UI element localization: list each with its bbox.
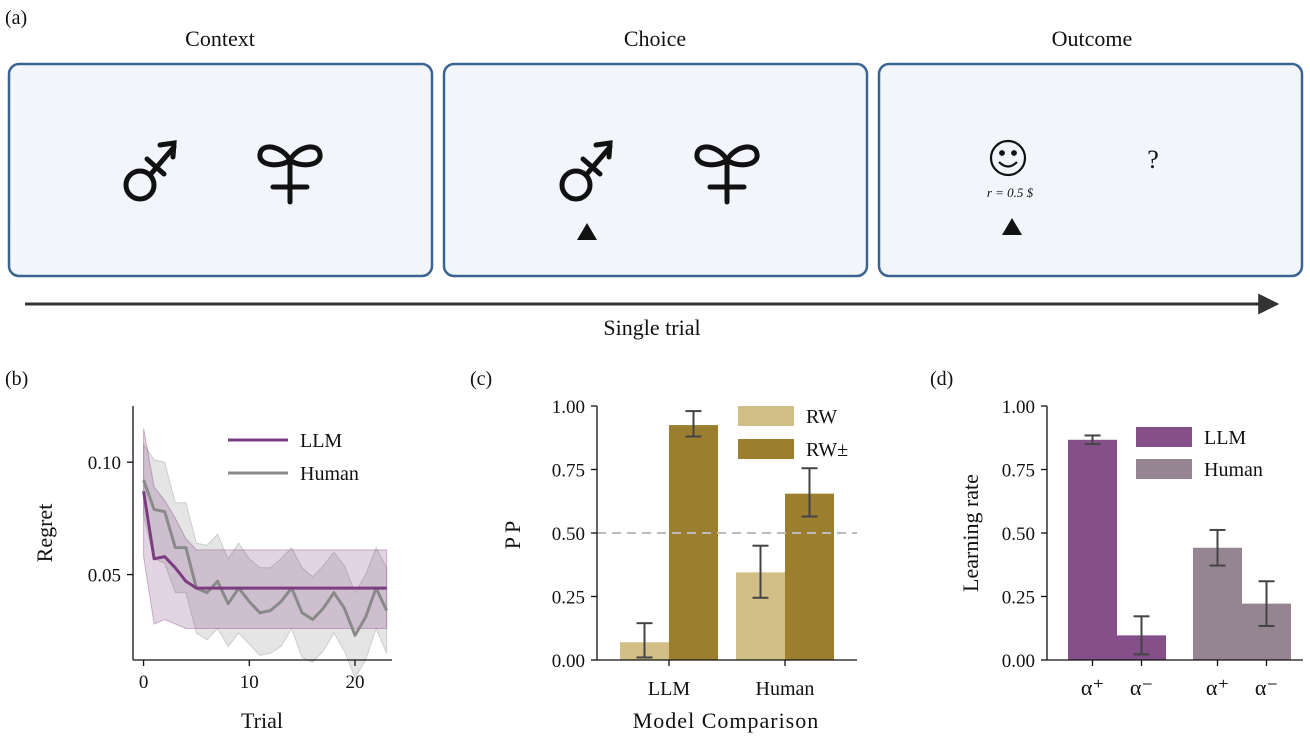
x-axis-title: Model Comparison [633, 708, 820, 733]
x-ticks: LLM Human [648, 660, 815, 700]
single-trial-label: Single trial [603, 315, 700, 340]
x-tick-label: α⁻ [1255, 675, 1278, 700]
legend: RW RW± [738, 406, 848, 461]
legend-label-llm: LLM [300, 430, 342, 452]
legend-label-rw: RW [806, 406, 837, 428]
triangle-marker-icon [1002, 218, 1022, 235]
x-tick-label: α⁺ [1081, 675, 1104, 700]
y-tick-label: 0.25 [552, 588, 585, 609]
x-tick-label: Human [756, 678, 815, 700]
y-ticks: 0.05 0.10 [88, 453, 133, 587]
legend-swatch-human [1136, 459, 1192, 479]
legend-swatch-rw-pm [738, 439, 794, 459]
outcome-box [877, 62, 1304, 278]
legend: LLM Human [1136, 427, 1263, 481]
y-tick-label: 0.00 [1002, 651, 1035, 672]
y-tick-label: 0.25 [1002, 588, 1035, 609]
panel-b-label: (b) [5, 368, 28, 390]
y-ticks: 0.00 0.25 0.50 0.75 1.00 [1002, 397, 1047, 672]
y-tick-label: 0.75 [552, 461, 585, 482]
y-tick-label: 0.00 [552, 651, 585, 672]
stage-title-outcome: Outcome [1052, 26, 1133, 51]
context-box [7, 62, 434, 278]
x-ticks: α⁺ α⁻ α⁺ α⁻ [1081, 660, 1278, 700]
legend-label-llm: LLM [1204, 427, 1246, 449]
y-tick-label: 0.05 [88, 566, 121, 587]
legend-label-rw-pm: RW± [806, 439, 848, 461]
band-human [143, 442, 388, 680]
stage-title-context: Context [185, 26, 255, 51]
panel-c: (c) 0.00 0.25 0.50 0.75 1.00 LLM Human Model … [470, 368, 857, 733]
panel-b: (b) 0 10 20 0.05 0.10 Trial Regret LLM Huma… [5, 368, 392, 733]
y-axis-title: Regret [32, 504, 57, 563]
confidence-bands [143, 428, 388, 680]
x-tick-label: α⁻ [1130, 675, 1153, 700]
mars-like-symbol-icon [559, 140, 613, 202]
y-tick-label: 0.75 [1002, 461, 1035, 482]
smiley-icon [989, 139, 1027, 177]
line-llm [142, 491, 387, 590]
panel-c-label: (c) [470, 368, 492, 390]
mars-like-symbol-icon [123, 140, 177, 202]
bar-human-rw-pm [785, 493, 834, 660]
y-ticks: 0.00 0.25 0.50 0.75 1.00 [552, 397, 597, 672]
x-tick-label: 20 [346, 672, 365, 693]
panel-d: (d) 0.00 0.25 0.50 0.75 1.00 α⁺ α⁻ α⁺ α⁻ Learni… [930, 368, 1303, 700]
y-tick-label: 1.00 [1002, 397, 1035, 418]
x-tick-label: α⁺ [1206, 675, 1229, 700]
bar-llm-rw-pm [669, 425, 718, 660]
x-ticks: 0 10 20 [139, 660, 365, 693]
legend-label-human: Human [300, 463, 359, 485]
error-bars [636, 410, 818, 659]
panel-a-label: (a) [5, 7, 27, 29]
infinity-cross-symbol-icon [694, 144, 760, 205]
error-bars [1084, 434, 1275, 656]
stage-title-choice: Choice [624, 26, 686, 51]
legend: LLM Human [228, 430, 359, 485]
panel-a: (a) Context Choice Outcome [5, 7, 1304, 340]
y-axis-title: PP [500, 517, 525, 549]
bars [1068, 439, 1291, 660]
unknown-outcome: ? [1147, 145, 1159, 174]
y-axis-title: Learning rate [958, 474, 983, 592]
y-tick-label: 1.00 [552, 397, 585, 418]
y-tick-label: 0.50 [1002, 524, 1035, 545]
line-human [142, 479, 389, 637]
legend-swatch-llm [1136, 427, 1192, 447]
x-tick-label: 0 [139, 672, 149, 693]
bar-llm-alpha-plus [1068, 439, 1117, 660]
choice-box [442, 62, 869, 278]
y-tick-label: 0.50 [552, 524, 585, 545]
x-tick-label: 10 [240, 672, 259, 693]
reward-text: r = 0.5 $ [987, 185, 1034, 200]
band-llm [143, 428, 388, 629]
legend-label-human: Human [1204, 459, 1263, 481]
legend-swatch-rw [738, 406, 794, 426]
x-axis-title: Trial [241, 708, 283, 733]
x-tick-label: LLM [648, 678, 690, 700]
panel-d-label: (d) [930, 368, 953, 390]
infinity-cross-symbol-icon [257, 144, 323, 205]
y-tick-label: 0.10 [88, 453, 121, 474]
series-lines [142, 479, 389, 637]
triangle-marker-icon [577, 223, 597, 240]
bars [620, 425, 834, 660]
